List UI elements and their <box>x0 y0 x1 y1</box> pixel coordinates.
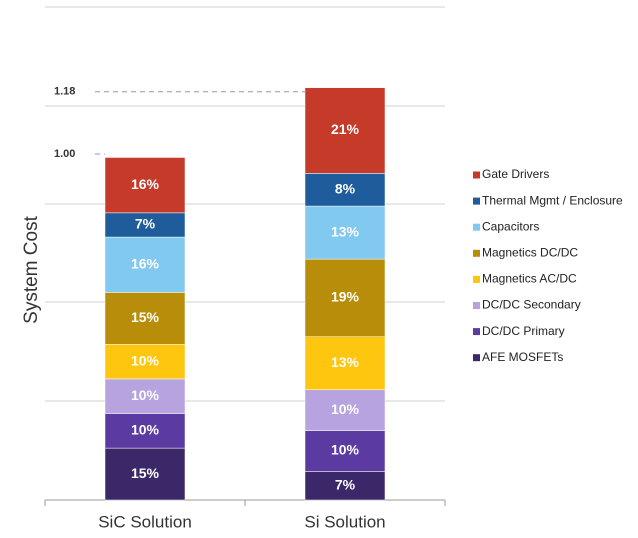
data-label: 16% <box>131 255 160 271</box>
y-axis-label: System Cost <box>21 215 42 323</box>
data-label: 7% <box>135 216 156 232</box>
bar-segment <box>304 205 386 260</box>
bar-segment <box>304 471 386 501</box>
bar-segment <box>104 344 186 380</box>
legend-label: Capacitors <box>482 219 539 233</box>
data-label: 19% <box>331 289 360 305</box>
bar-segment <box>304 173 386 207</box>
data-label: 21% <box>331 121 360 137</box>
bar-segment <box>304 336 386 391</box>
bar-segment <box>304 430 386 472</box>
reference-label: 1.18 <box>54 86 75 98</box>
legend-label: DC/DC Primary <box>482 324 565 338</box>
data-label: 15% <box>131 309 160 325</box>
bar-segment <box>104 157 186 214</box>
bar-segment <box>304 87 386 174</box>
data-label: 13% <box>331 223 360 239</box>
reference-label: 1.00 <box>54 148 75 160</box>
bar-segment <box>304 389 386 431</box>
bar-segment <box>104 236 186 293</box>
data-label: 10% <box>131 422 160 438</box>
legend-label: Magnetics AC/DC <box>482 272 577 286</box>
legend-swatch <box>473 249 480 257</box>
data-label: 10% <box>131 387 160 403</box>
legend-label: Magnetics DC/DC <box>482 245 578 259</box>
data-label: 10% <box>331 401 360 417</box>
legend-swatch <box>473 328 480 336</box>
legend-swatch <box>473 197 480 205</box>
data-label: 10% <box>331 442 360 458</box>
bar-segment <box>304 258 386 337</box>
data-label: 16% <box>131 176 160 192</box>
x-tick-label: Si Solution <box>304 512 385 531</box>
legend-swatch <box>473 302 480 309</box>
legend-swatch <box>473 171 480 179</box>
data-label: 13% <box>331 354 360 370</box>
legend-label: Thermal Mgmt / Enclosure <box>482 193 623 207</box>
bar-segment <box>104 413 186 449</box>
data-label: 7% <box>335 476 356 492</box>
data-label: 15% <box>131 465 160 481</box>
bar-segment <box>104 447 186 501</box>
legend-swatch <box>473 223 480 231</box>
legend-label: DC/DC Secondary <box>482 298 581 312</box>
legend-label: Gate Drivers <box>482 167 549 181</box>
data-label: 10% <box>131 352 160 368</box>
data-label: 8% <box>335 180 356 196</box>
x-tick-label: SiC Solution <box>98 512 192 531</box>
legend-swatch <box>473 354 480 362</box>
bar-segment <box>104 292 186 345</box>
bar-segment <box>104 378 186 414</box>
legend-swatch <box>473 275 480 283</box>
legend-label: AFE MOSFETs <box>482 350 563 364</box>
